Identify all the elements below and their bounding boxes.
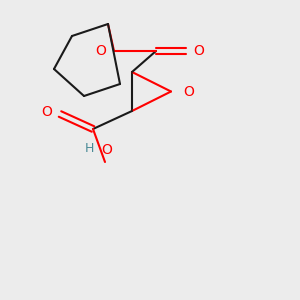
Text: O: O bbox=[194, 44, 204, 58]
Text: O: O bbox=[183, 85, 194, 98]
Text: O: O bbox=[42, 106, 52, 119]
Text: O: O bbox=[101, 143, 112, 158]
Text: H: H bbox=[85, 142, 94, 154]
Text: O: O bbox=[96, 44, 106, 58]
